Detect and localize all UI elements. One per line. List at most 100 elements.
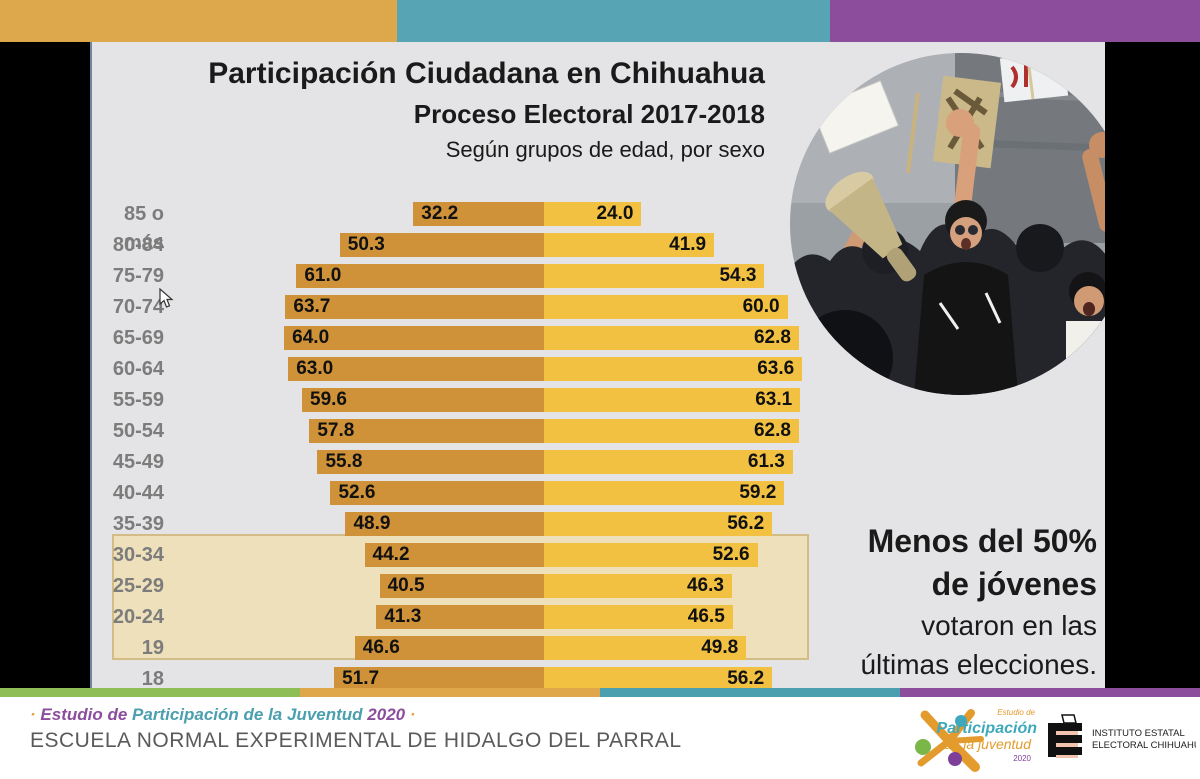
top-stripe-purple-segment <box>830 0 1200 42</box>
bar-value-left: 40.5 <box>387 575 425 596</box>
age-group-label: 50-54 <box>112 420 164 442</box>
bar-left: 41.3 <box>376 605 544 629</box>
bar-value-right: 56.2 <box>727 668 765 688</box>
starburst-icon <box>917 709 984 772</box>
bar-value-right: 46.5 <box>687 606 725 627</box>
bar-value-right: 41.9 <box>669 234 707 255</box>
iee-logo-line1: INSTITUTO ESTATAL <box>1092 728 1185 739</box>
megaphone-shape <box>825 171 917 282</box>
bar-value-right: 63.1 <box>755 389 793 410</box>
chart-row: 35-39 48.9 56.2 <box>92 510 1105 541</box>
bar-value-right: 54.3 <box>719 265 757 286</box>
bar-right: 59.2 <box>544 481 785 505</box>
bar-value-left: 61.0 <box>304 265 342 286</box>
footer: · Estudio de Participación de la Juventu… <box>0 697 1200 779</box>
bar-value-left: 57.8 <box>317 420 355 441</box>
bar-left: 50.3 <box>339 233 544 257</box>
bar-left: 52.6 <box>330 481 544 505</box>
bar-value-left: 48.9 <box>353 513 391 534</box>
bar-value-left: 52.6 <box>338 482 376 503</box>
slide: Participación Ciudadana en Chihuahua Pro… <box>90 42 1105 688</box>
juventud-logo: Estudio de Participación de la juventud … <box>915 708 1038 772</box>
chart-row: 19 46.6 49.8 <box>92 634 1105 665</box>
chart-row: 25-29 40.5 46.3 <box>92 572 1105 603</box>
bar-value-left: 59.6 <box>310 389 347 410</box>
mouse-cursor <box>159 288 174 308</box>
chart-row: 85 o más 32.2 24.0 <box>92 200 1105 254</box>
bar-value-left: 55.8 <box>325 451 363 472</box>
bar-right: 52.6 <box>544 543 758 567</box>
bar-left: 55.8 <box>317 450 544 474</box>
bar-right: 60.0 <box>544 295 788 319</box>
callout-line2: de jóvenes <box>931 566 1097 602</box>
video-area[interactable]: Participación Ciudadana en Chihuahua Pro… <box>0 42 1200 688</box>
bar-left: 57.8 <box>309 419 544 443</box>
bottom-stripe-purple-segment <box>900 688 1200 697</box>
bar-value-right: 46.3 <box>686 575 724 596</box>
chart-row: 20-24 41.3 46.5 <box>92 603 1105 634</box>
chart-row: 55-59 59.6 63.1 <box>92 386 1105 417</box>
tagline-year: 2020 <box>367 705 406 724</box>
age-group-label: 80-84 <box>112 234 164 256</box>
age-group-label: 85 o más <box>123 203 164 254</box>
bottom-stripe <box>0 688 1200 697</box>
top-stripe <box>0 0 1200 42</box>
bar-value-right: 56.2 <box>727 513 765 534</box>
chart-row: 30-34 44.2 52.6 <box>92 541 1105 572</box>
age-group-label: 45-49 <box>112 451 164 473</box>
chart-row: 18 51.7 56.2 <box>92 665 1105 688</box>
bar-value-left: 32.2 <box>421 203 459 224</box>
tagline-study: Estudio de <box>40 705 128 724</box>
age-group-label: 75-79 <box>112 265 164 287</box>
chart-row: 60-64 63.0 63.6 <box>92 355 1105 386</box>
bar-value-left: 41.3 <box>384 606 422 627</box>
age-group-label: 20-24 <box>112 606 164 628</box>
age-group-label: 35-39 <box>112 513 164 535</box>
bar-value-right: 59.2 <box>739 482 777 503</box>
age-group-label: 65-69 <box>112 327 164 349</box>
bar-value-right: 63.6 <box>757 358 795 379</box>
bar-left: 59.6 <box>302 388 544 412</box>
central-figure <box>914 200 1018 395</box>
bar-right: 24.0 <box>544 202 642 226</box>
top-stripe-teal-segment <box>397 0 830 42</box>
bar-value-right: 62.8 <box>753 327 791 348</box>
bar-value-left: 64.0 <box>292 327 330 348</box>
bar-left: 61.0 <box>296 264 544 288</box>
protest-photo <box>790 53 1105 395</box>
iee-logo: INSTITUTO ESTATAL ELECTORAL CHIHUAHUA <box>1048 714 1196 758</box>
age-group-label: 30-34 <box>112 544 164 566</box>
bar-right: 56.2 <box>544 667 773 688</box>
chart-titles: Participación Ciudadana en Chihuahua Pro… <box>208 56 765 164</box>
age-group-label: 19 <box>141 637 164 659</box>
tagline-dot-right: · <box>409 705 416 724</box>
age-group-label: 40-44 <box>112 482 164 504</box>
bar-value-right: 49.8 <box>701 637 739 658</box>
juv-logo-line2: Participación <box>937 720 1038 737</box>
chart: 85 o más 32.2 24.0 80-84 50.3 41.9 75-79 61.0 54… <box>92 42 1105 688</box>
bottom-stripe-orange-segment <box>300 688 600 697</box>
bar-value-right: 62.8 <box>753 420 791 441</box>
chart-row: 40-44 52.6 59.2 <box>92 479 1105 510</box>
bar-left: 63.7 <box>285 295 544 319</box>
bar-value-right: 24.0 <box>596 203 634 224</box>
iee-logo-line2: ELECTORAL CHIHUAHUA <box>1092 740 1196 751</box>
footer-school-name: ESCUELA NORMAL EXPERIMENTAL DE HIDALGO D… <box>30 729 682 752</box>
bottom-stripe-green-segment <box>0 688 300 697</box>
bar-right: 61.3 <box>544 450 793 474</box>
bar-left: 51.7 <box>334 667 544 688</box>
chart-row: 45-49 55.8 61.3 <box>92 448 1105 479</box>
bar-left: 63.0 <box>288 357 544 381</box>
bar-left: 48.9 <box>345 512 544 536</box>
juv-logo-line4: 2020 <box>1013 754 1031 763</box>
bar-value-left: 63.0 <box>296 358 334 379</box>
bar-right: 49.8 <box>544 636 747 660</box>
bar-left: 32.2 <box>413 202 544 226</box>
chart-subtitle: Proceso Electoral 2017-2018 <box>413 99 765 129</box>
bar-value-right: 60.0 <box>742 296 780 317</box>
juv-logo-line1: Estudio de <box>997 708 1035 717</box>
chart-row: 50-54 57.8 62.8 <box>92 417 1105 448</box>
footer-tagline: · Estudio de Participación de la Juventu… <box>30 705 416 725</box>
bar-value-left: 50.3 <box>347 234 385 255</box>
